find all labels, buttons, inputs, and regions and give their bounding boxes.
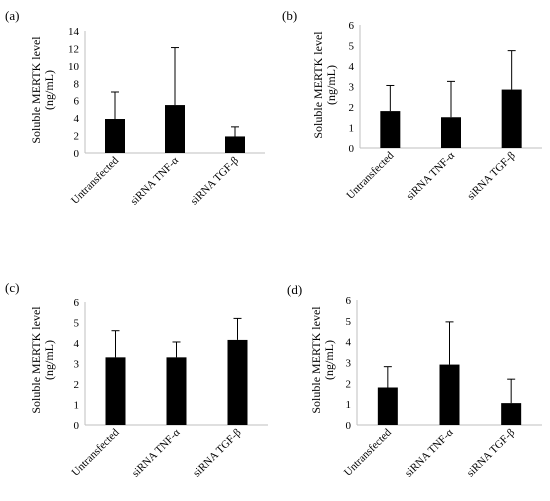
y-tick-label: 12	[68, 43, 79, 55]
y-tick-label: 0	[349, 143, 355, 155]
bar	[501, 403, 522, 425]
x-tick-label: siRNA TNF-α	[128, 154, 181, 207]
y-tick-label: 6	[349, 20, 355, 32]
panel-label: (d)	[287, 282, 302, 297]
bar	[441, 117, 461, 148]
y-tick-label: 3	[349, 82, 355, 94]
y-tick-label: 2	[74, 131, 80, 143]
x-tick-label: Untransfected	[70, 426, 122, 478]
y-axis-label-line1: Soluble MERTK level	[309, 306, 323, 414]
y-axis-label-line2: (ng/mL)	[42, 70, 56, 110]
x-tick-label: siRNA TGF-β	[191, 426, 244, 479]
y-axis-label-line1: Soluble MERTK level	[311, 31, 325, 139]
y-axis-label-line2: (ng/mL)	[324, 65, 338, 105]
panel-label: (b)	[282, 8, 297, 23]
y-tick-label: 4	[346, 337, 352, 349]
y-tick-label: 3	[74, 359, 80, 371]
x-tick-label: siRNA TGF-β	[465, 149, 518, 202]
y-tick-label: 2	[349, 102, 355, 114]
y-tick-label: 2	[346, 378, 352, 390]
y-tick-label: 14	[68, 26, 80, 38]
y-tick-label: 0	[74, 420, 80, 432]
y-axis-label: Soluble MERTK level(ng/mL)	[29, 36, 56, 144]
y-tick-label: 1	[346, 399, 352, 411]
panel-d: (d) Soluble MERTK level(ng/mL) 0 1 2 3 4 5 6 Untr…	[287, 282, 542, 479]
bar	[105, 357, 126, 425]
bar	[165, 105, 185, 153]
y-tick-label: 8	[74, 78, 80, 90]
y-axis-label-line1: Soluble MERTK level	[29, 306, 43, 414]
x-tick-label: siRNA TNF-α	[403, 426, 456, 479]
bar	[439, 364, 460, 425]
x-tick-label: siRNA TNF-α	[404, 149, 457, 202]
y-tick-label: 6	[74, 96, 80, 108]
y-tick-label: 1	[74, 400, 80, 412]
y-tick-label: 4	[74, 338, 80, 350]
y-axis-label-line2: (ng/mL)	[322, 340, 336, 380]
bar	[105, 119, 125, 153]
x-tick-label: siRNA TNF-α	[130, 426, 183, 479]
bar	[380, 111, 401, 148]
bar	[501, 89, 522, 148]
x-tick-label: siRNA TGF-β	[188, 154, 241, 207]
y-tick-label: 5	[74, 318, 80, 330]
y-tick-label: 10	[68, 61, 80, 73]
y-axis-label: Soluble MERTK level(ng/mL)	[29, 306, 56, 414]
panel-b: (b) Soluble MERTK level(ng/mL) 0 1 2 3 4 5 6 Untr…	[282, 8, 542, 202]
panel-c: (c) Soluble MERTK level(ng/mL) 0 1 2 3 4 5 6 Untr…	[5, 280, 268, 479]
bar	[166, 357, 187, 425]
y-tick-label: 6	[74, 297, 80, 309]
y-axis-label: Soluble MERTK level(ng/mL)	[311, 31, 338, 139]
y-tick-label: 3	[346, 358, 352, 370]
y-tick-label: 6	[346, 295, 352, 307]
y-tick-label: 5	[346, 316, 352, 328]
y-axis-label: Soluble MERTK level(ng/mL)	[309, 306, 336, 414]
y-tick-label: 0	[346, 420, 352, 432]
x-tick-label: siRNA TGF-β	[465, 426, 518, 479]
bar	[227, 339, 248, 425]
y-axis-label-line1: Soluble MERTK level	[29, 36, 43, 144]
x-tick-label: Untransfected	[344, 149, 396, 201]
x-tick-label: Untransfected	[69, 154, 121, 206]
y-tick-label: 1	[349, 123, 355, 135]
y-tick-label: 5	[349, 41, 355, 53]
y-axis-label-line2: (ng/mL)	[42, 340, 56, 380]
y-tick-label: 2	[74, 379, 80, 391]
bar	[225, 136, 245, 153]
panel-label: (a)	[5, 8, 19, 23]
panel-label: (c)	[5, 280, 19, 295]
y-tick-label: 0	[74, 148, 80, 160]
y-tick-label: 4	[349, 61, 355, 73]
bar	[377, 387, 398, 425]
x-tick-label: Untransfected	[342, 426, 394, 478]
panel-a: (a) Soluble MERTK level(ng/mL) 0 2 4 6 8 10 12 14…	[5, 8, 265, 207]
y-tick-label: 4	[74, 113, 80, 125]
